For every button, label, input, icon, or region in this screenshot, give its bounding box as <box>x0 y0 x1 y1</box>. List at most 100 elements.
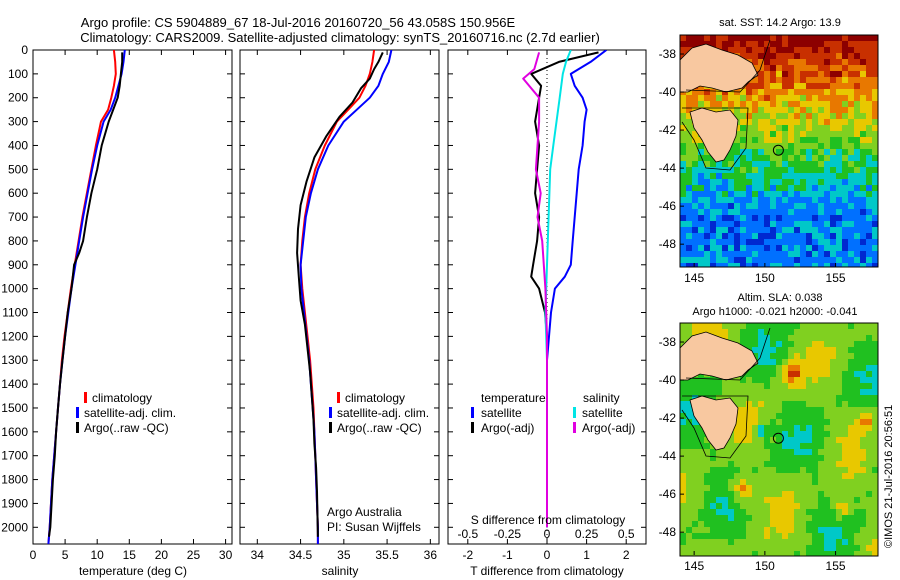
heatmap-cell <box>746 47 753 54</box>
heatmap-cell <box>734 431 741 438</box>
heatmap-cell <box>782 203 789 210</box>
heatmap-cell <box>764 527 771 534</box>
heatmap-cell <box>848 431 855 438</box>
y-tick-label: 300 <box>8 115 28 129</box>
heatmap-cell <box>764 227 771 234</box>
heatmap-cell <box>758 449 765 456</box>
heatmap-cell <box>854 101 861 108</box>
heatmap-cell <box>692 131 699 138</box>
heatmap-cell <box>812 473 819 480</box>
heatmap-cell <box>782 245 789 252</box>
heatmap-cell <box>764 239 771 246</box>
heatmap-cell <box>788 377 795 384</box>
heatmap-cell <box>782 101 789 108</box>
heatmap-cell <box>764 125 771 132</box>
heatmap-cell <box>836 377 843 384</box>
heatmap-cell <box>854 71 861 78</box>
map-x-tick-label: 145 <box>684 271 704 285</box>
heatmap-cell <box>860 491 867 498</box>
heatmap-cell <box>806 407 813 414</box>
heatmap-cell <box>752 353 759 360</box>
heatmap-cell <box>836 233 843 240</box>
heatmap-cell <box>740 419 747 426</box>
heatmap-cell <box>872 383 878 390</box>
heatmap-cell <box>872 371 878 378</box>
heatmap-cell <box>746 143 753 150</box>
heatmap-cell <box>830 389 837 396</box>
temperature-xlabel: temperature (deg C) <box>79 564 187 578</box>
heatmap-cell <box>692 491 699 498</box>
heatmap-cell <box>686 251 693 258</box>
heatmap-cell <box>824 377 831 384</box>
heatmap-cell <box>764 341 771 348</box>
heatmap-cell <box>746 95 753 102</box>
heatmap-cell <box>770 431 777 438</box>
heatmap-cell <box>836 221 843 228</box>
heatmap-cell <box>692 437 699 444</box>
heatmap-cell <box>824 95 831 102</box>
heatmap-cell <box>848 371 855 378</box>
heatmap-cell <box>836 35 843 42</box>
heatmap-cell <box>680 389 687 396</box>
heatmap-cell <box>752 401 759 408</box>
heatmap-cell <box>686 443 693 450</box>
heatmap-cell <box>860 347 867 354</box>
heatmap-cell <box>746 449 753 456</box>
heatmap-cell <box>770 35 777 42</box>
heatmap-cell <box>854 323 861 330</box>
heatmap-cell <box>824 209 831 216</box>
heatmap-cell <box>806 167 813 174</box>
heatmap-cell <box>752 365 759 372</box>
heatmap-cell <box>800 167 807 174</box>
heatmap-cell <box>860 383 867 390</box>
heatmap-cell <box>782 431 789 438</box>
heatmap-cell <box>692 161 699 168</box>
heatmap-cell <box>866 209 873 216</box>
heatmap-cell <box>770 245 777 252</box>
heatmap-cell <box>866 167 873 174</box>
heatmap-cell <box>794 119 801 126</box>
heatmap-cell <box>722 41 729 48</box>
heatmap-cell <box>806 329 813 336</box>
heatmap-cell <box>782 329 789 336</box>
heatmap-cell <box>752 131 759 138</box>
heatmap-cell <box>740 251 747 258</box>
heatmap-cell <box>746 131 753 138</box>
heatmap-cell <box>866 395 873 402</box>
heatmap-cell <box>836 353 843 360</box>
heatmap-cell <box>692 533 699 540</box>
heatmap-cell <box>860 251 867 258</box>
heatmap-cell <box>866 353 873 360</box>
heatmap-cell <box>848 47 855 54</box>
heatmap-cell <box>752 203 759 210</box>
heatmap-cell <box>746 101 753 108</box>
heatmap-cell <box>860 371 867 378</box>
heatmap-cell <box>836 173 843 180</box>
heatmap-cell <box>758 389 765 396</box>
heatmap-cell <box>680 197 687 204</box>
heatmap-cell <box>788 437 795 444</box>
sla-map-ticks: 145 150 155-38-40-42-44-46-48 <box>659 335 846 573</box>
heatmap-cell <box>872 113 878 120</box>
heatmap-cell <box>788 209 795 216</box>
heatmap-cell <box>752 167 759 174</box>
heatmap-cell <box>860 509 867 516</box>
heatmap-cell <box>686 389 693 396</box>
heatmap-cell <box>770 101 777 108</box>
salinity-plot-frame <box>239 49 440 545</box>
heatmap-cell <box>800 473 807 480</box>
heatmap-cell <box>776 347 783 354</box>
heatmap-cell <box>812 167 819 174</box>
heatmap-cell <box>836 65 843 72</box>
sla-coastline <box>680 327 771 459</box>
heatmap-cell <box>794 83 801 90</box>
heatmap-cell <box>836 143 843 150</box>
heatmap-cell <box>716 497 723 504</box>
heatmap-cell <box>824 263 831 267</box>
heatmap-cell <box>776 545 783 552</box>
heatmap-cell <box>680 263 687 267</box>
heatmap-cell <box>788 95 795 102</box>
heatmap-cell <box>710 521 717 528</box>
heatmap-cell <box>764 77 771 84</box>
heatmap-cell <box>788 407 795 414</box>
